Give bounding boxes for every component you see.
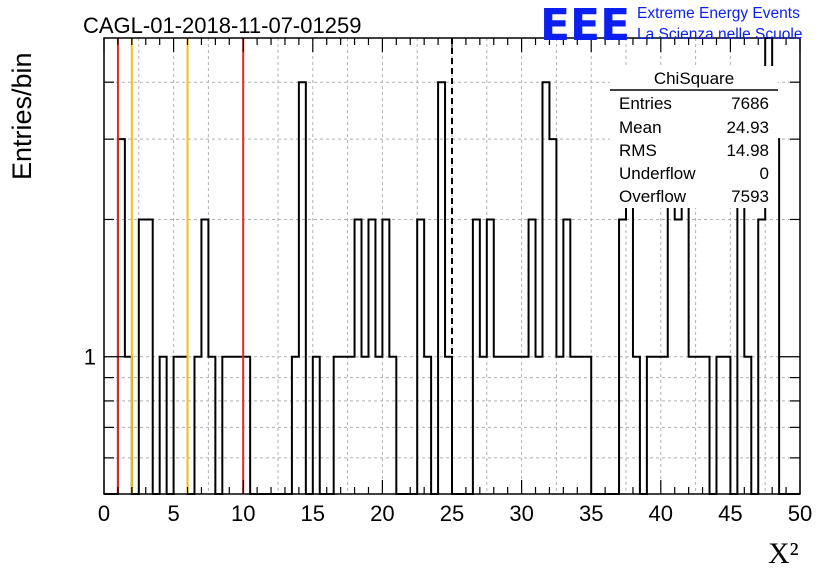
stats-underflow-label: Underflow <box>619 164 696 183</box>
axis-ticks <box>103 38 801 494</box>
stats-mean-label: Mean <box>619 118 662 137</box>
stats-title: ChiSquare <box>654 69 734 88</box>
stats-underflow-value: 0 <box>760 164 769 183</box>
stats-rms-label: RMS <box>619 141 657 160</box>
eee-logo-mark: EEE <box>540 0 630 51</box>
stats-mean-value: 24.93 <box>726 118 769 137</box>
x-tick-label: 0 <box>98 501 110 526</box>
eee-logo-line2: La Scienza nelle Scuole <box>637 26 802 43</box>
eee-logo: EEE Extreme Energy Events La Scienza nel… <box>540 0 802 51</box>
vertical-markers <box>116 38 453 494</box>
x-tick-label: 40 <box>649 501 673 526</box>
y-tick-label: 1 <box>84 345 96 370</box>
x-axis-label: X² <box>768 537 799 570</box>
x-tick-label: 10 <box>231 501 255 526</box>
chart-title: CAGL-01-2018-11-07-01259 <box>83 13 361 38</box>
x-tick-label: 25 <box>440 501 464 526</box>
stats-entries-label: Entries <box>619 94 672 113</box>
x-tick-label: 30 <box>509 501 533 526</box>
x-tick-label: 50 <box>788 501 812 526</box>
y-tick-labels: 1 <box>84 345 96 370</box>
x-tick-label: 20 <box>370 501 394 526</box>
stats-box: ChiSquare Entries 7686 Mean 24.93 RMS 14… <box>610 66 778 208</box>
stats-entries-value: 7686 <box>731 94 769 113</box>
x-tick-label: 5 <box>167 501 179 526</box>
eee-logo-line1: Extreme Energy Events <box>637 5 800 22</box>
x-tick-label: 15 <box>301 501 325 526</box>
x-tick-labels: 0 5 10 15 20 25 30 35 40 45 50 <box>98 501 812 526</box>
x-tick-label: 45 <box>718 501 742 526</box>
stats-rms-value: 14.98 <box>726 141 769 160</box>
x-tick-label: 35 <box>579 501 603 526</box>
y-axis-label: Entries/bin <box>7 52 37 180</box>
stats-overflow-value: 7593 <box>731 187 769 206</box>
stats-overflow-label: Overflow <box>619 187 687 206</box>
